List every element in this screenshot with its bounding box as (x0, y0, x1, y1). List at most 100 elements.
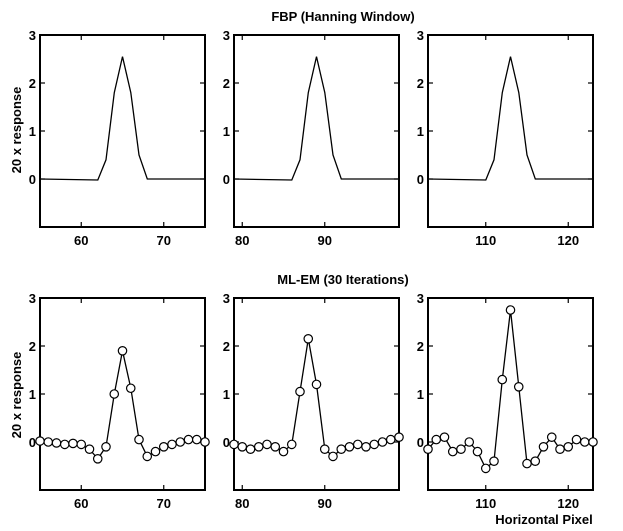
panel-frame (233, 297, 400, 491)
y-tick-label: 2 (29, 339, 36, 354)
x-tick-label: 110 (475, 496, 496, 511)
data-point (394, 432, 404, 442)
data-point (497, 374, 508, 385)
data-point (125, 383, 136, 394)
y-tick-label: 0 (223, 435, 230, 450)
row-title-fbp: FBP (Hanning Window) (271, 9, 414, 24)
y-tick-label: 1 (223, 124, 230, 139)
series-line (233, 338, 400, 458)
data-point (117, 345, 128, 356)
y-tick-label: 0 (223, 172, 230, 187)
y-tick-label: 2 (223, 76, 230, 91)
x-tick-label: 80 (235, 233, 249, 248)
data-point (522, 458, 532, 469)
data-point (456, 444, 466, 454)
data-point (505, 305, 516, 315)
panel-1: 0 1 2 3 80 90 (223, 28, 400, 248)
data-point (51, 438, 62, 448)
data-point (68, 438, 78, 449)
data-point (431, 434, 442, 445)
data-point (588, 437, 598, 447)
data-point (319, 444, 330, 454)
y-tick-label: 3 (223, 291, 230, 306)
data-point (344, 441, 355, 452)
x-tick-label: 70 (157, 496, 171, 511)
panel-4: 0 1 2 3 80 90 (223, 291, 404, 511)
y-tick-label: 3 (223, 28, 230, 43)
y-tick-label: 0 (417, 172, 424, 187)
data-point (229, 439, 239, 450)
data-point (278, 446, 289, 457)
panel-frame (233, 34, 400, 228)
data-point (303, 333, 314, 344)
data-point (134, 434, 144, 445)
data-point (253, 441, 264, 452)
data-point (262, 439, 272, 450)
y-tick-label: 1 (29, 124, 36, 139)
data-point (158, 441, 169, 452)
y-tick-label: 0 (29, 435, 36, 450)
panel-frame (427, 34, 594, 228)
panel-2: 0 1 2 3 110 120 (417, 28, 594, 248)
data-point (84, 444, 95, 454)
y-axis-label-bottom: 20 x response (9, 352, 24, 439)
data-point (295, 386, 305, 397)
data-point (286, 439, 297, 450)
y-tick-label: 3 (29, 291, 36, 306)
data-point (92, 453, 103, 464)
data-point (530, 456, 541, 466)
x-axis-label: Horizontal Pixel (495, 512, 593, 527)
data-point (43, 437, 54, 447)
data-point (369, 439, 380, 450)
data-point (175, 437, 186, 447)
series-line (233, 56, 399, 181)
data-point (513, 381, 524, 392)
x-tick-label: 80 (235, 496, 249, 511)
data-point (489, 456, 499, 466)
panel-frame (427, 297, 594, 491)
y-axis-label-top: 20 x response (9, 87, 24, 174)
y-tick-label: 3 (417, 28, 424, 43)
x-tick-label: 90 (318, 496, 332, 511)
data-point (472, 446, 483, 457)
data-point (377, 437, 388, 447)
y-tick-label: 2 (29, 76, 36, 91)
data-point (191, 434, 202, 445)
x-tick-label: 70 (157, 233, 171, 248)
y-tick-label: 1 (29, 387, 36, 402)
x-tick-label: 110 (475, 233, 496, 248)
data-point (579, 437, 590, 447)
data-point (328, 451, 338, 462)
x-tick-label: 60 (74, 233, 88, 248)
panel-0: 0 1 2 3 60 70 (29, 28, 206, 248)
data-point (142, 451, 153, 462)
data-point (245, 444, 256, 454)
x-tick-label: 120 (557, 233, 579, 248)
y-tick-label: 2 (223, 339, 230, 354)
y-tick-label: 0 (29, 172, 36, 187)
data-point (439, 432, 450, 442)
panel-frame (39, 34, 206, 228)
data-point (555, 444, 565, 454)
data-point (571, 434, 582, 445)
data-point (183, 434, 194, 445)
data-point (270, 441, 281, 452)
y-tick-label: 0 (417, 435, 424, 450)
data-point (352, 439, 363, 450)
data-point (76, 439, 87, 450)
y-tick-label: 2 (417, 76, 424, 91)
data-point (480, 463, 491, 474)
data-point (385, 434, 396, 445)
data-point (200, 437, 210, 447)
y-tick-label: 1 (223, 387, 230, 402)
panel-5: 0 1 2 3 110 120 (417, 291, 598, 511)
y-tick-label: 2 (417, 339, 424, 354)
data-point (423, 444, 433, 454)
data-point (35, 436, 45, 446)
data-point (563, 441, 574, 452)
panel-3: 0 1 2 3 60 70 (29, 291, 210, 511)
y-tick-label: 1 (417, 124, 424, 139)
y-tick-label: 3 (29, 28, 36, 43)
